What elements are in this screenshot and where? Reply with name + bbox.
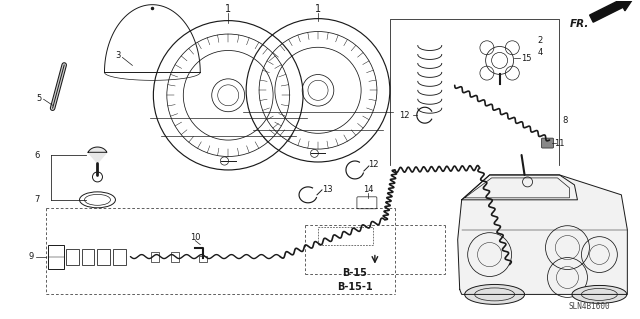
Bar xyxy=(172,252,179,262)
FancyArrow shape xyxy=(589,0,634,22)
Ellipse shape xyxy=(465,285,525,304)
Text: 3: 3 xyxy=(116,51,121,60)
Text: 9: 9 xyxy=(28,252,33,261)
Text: 1: 1 xyxy=(315,4,321,14)
Text: 7: 7 xyxy=(34,195,39,204)
FancyBboxPatch shape xyxy=(541,138,554,148)
Polygon shape xyxy=(458,175,627,294)
Bar xyxy=(113,249,127,264)
Text: 6: 6 xyxy=(34,151,39,160)
Ellipse shape xyxy=(572,286,627,303)
Bar xyxy=(199,256,207,262)
Text: 12: 12 xyxy=(399,111,410,120)
Bar xyxy=(152,252,159,262)
FancyBboxPatch shape xyxy=(504,267,516,277)
Bar xyxy=(65,249,79,264)
Text: B-15
B-15-1: B-15 B-15-1 xyxy=(337,268,372,292)
Text: 15: 15 xyxy=(522,54,532,63)
Polygon shape xyxy=(88,147,107,163)
Text: 8: 8 xyxy=(563,116,568,125)
Text: 14: 14 xyxy=(363,185,373,194)
Text: SLN4B1600: SLN4B1600 xyxy=(568,302,610,311)
Polygon shape xyxy=(461,175,577,200)
Text: 1: 1 xyxy=(225,4,231,14)
Bar xyxy=(81,249,95,264)
Text: FR.: FR. xyxy=(570,19,589,29)
Text: 5: 5 xyxy=(36,94,41,103)
Text: 13: 13 xyxy=(322,185,333,194)
Text: 2: 2 xyxy=(538,36,543,45)
Text: 11: 11 xyxy=(554,138,565,148)
Text: 12: 12 xyxy=(368,160,378,169)
Bar xyxy=(97,249,111,264)
Text: 10: 10 xyxy=(190,233,200,242)
Text: 4: 4 xyxy=(538,48,543,57)
